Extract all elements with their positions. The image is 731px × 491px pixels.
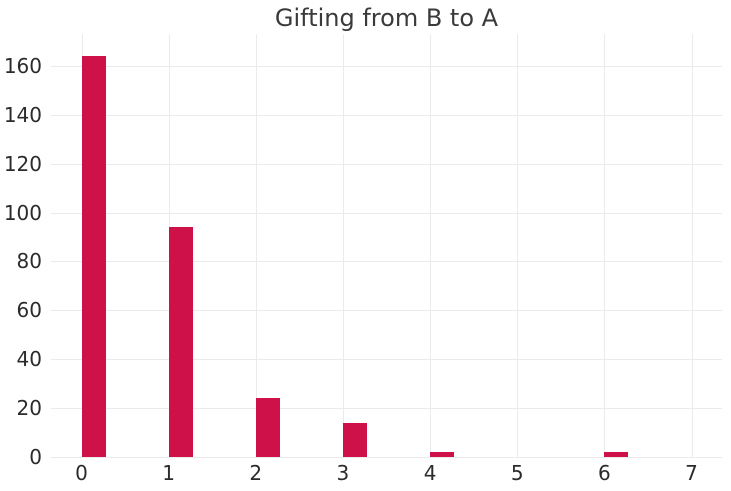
y-tick-label-20: 20 [16,396,42,421]
x-tick-label-7: 7 [685,461,698,485]
y-tick-label-0: 0 [29,445,42,469]
x-tick-label-1: 1 [162,461,175,485]
x-tick-label-2: 2 [249,461,263,485]
y-tick-label-80: 80 [16,249,42,274]
bar-x1 [168,227,193,457]
h-gridline-y40 [51,359,722,361]
h-gridline-y60 [51,310,722,312]
h-gridline-y0 [51,457,722,458]
bar-x3 [342,422,367,457]
v-gridline-x7 [691,34,693,457]
y-tick-label-160: 160 [3,53,42,78]
chart-title: Gifting from B to A [274,4,499,32]
x-tick-label-5: 5 [510,461,524,485]
v-gridline-x4 [430,34,432,457]
x-tick-label-0: 0 [75,461,88,485]
y-tick-label-120: 120 [3,151,42,176]
bar-x6 [604,452,629,457]
y-tick-label-40: 40 [16,347,42,372]
v-gridline-x5 [517,34,519,457]
h-gridline-y140 [51,114,722,116]
bar-x4 [430,452,455,457]
h-gridline-y160 [51,65,722,67]
y-tick-label-100: 100 [3,200,42,225]
x-tick-label-6: 6 [598,461,611,485]
x-tick-label-4: 4 [423,461,437,485]
h-gridline-y100 [51,212,722,214]
v-gridline-x3 [342,34,344,457]
y-tick-label-60: 60 [16,298,42,323]
bar-x0 [81,56,106,457]
y-tick-label-140: 140 [3,102,42,127]
h-gridline-y80 [51,261,722,263]
v-gridline-x2 [255,34,257,457]
x-tick-label-3: 3 [336,461,350,485]
h-gridline-y20 [51,408,722,410]
h-gridline-y120 [51,163,722,165]
plot-area [51,34,722,458]
v-gridline-x6 [604,34,606,457]
bar-x2 [255,398,280,457]
